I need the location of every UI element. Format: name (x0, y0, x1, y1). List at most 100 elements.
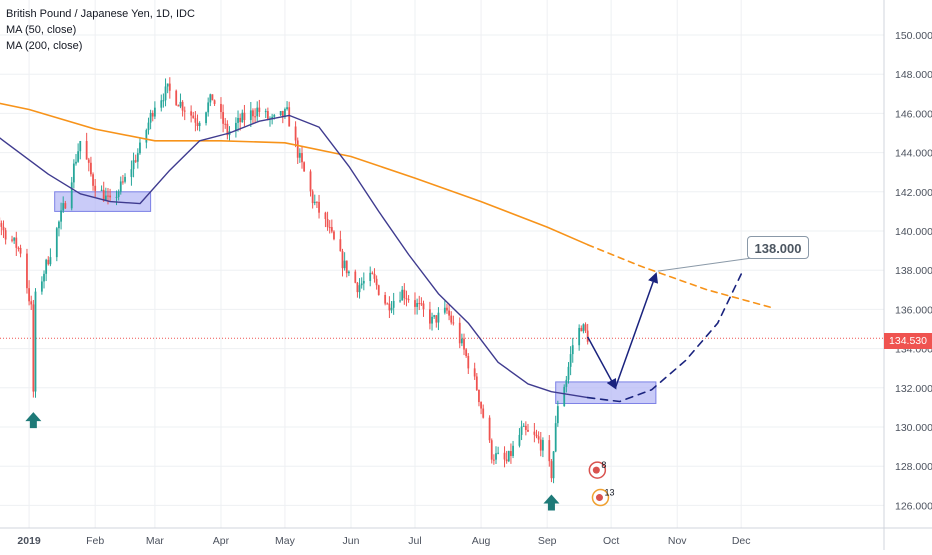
candle-body (578, 328, 580, 345)
candle-body (376, 279, 378, 285)
candle-body (77, 151, 79, 162)
candle-body (346, 261, 348, 274)
candle-body (431, 317, 433, 324)
candle-body (474, 368, 476, 376)
candle-body (448, 311, 450, 316)
candle-body (327, 219, 329, 227)
candle-body (256, 108, 258, 117)
candle-body (71, 182, 73, 208)
candle-body (90, 163, 92, 174)
x-tick-label: Dec (732, 535, 751, 547)
candle-body (435, 315, 437, 322)
candle-body (568, 367, 570, 380)
candle-body (371, 273, 373, 274)
candle-body (476, 377, 478, 390)
candle-body (154, 108, 156, 117)
candle-body (354, 272, 356, 283)
y-tick-label: 126.000 (895, 500, 932, 512)
candle-body (459, 323, 461, 343)
candle-body (254, 116, 256, 117)
candle-body (389, 304, 391, 311)
event-badge-count: 8 (601, 460, 606, 470)
candle-body (167, 84, 169, 87)
target-connector (658, 258, 752, 271)
candle-body (463, 339, 465, 350)
ma200-legend[interactable]: MA (200, close) (6, 38, 195, 54)
candle-body (329, 227, 331, 228)
candle-body (214, 100, 216, 104)
candle-body (207, 102, 209, 112)
candle-body (444, 308, 446, 313)
ma50-legend[interactable]: MA (50, close) (6, 22, 195, 38)
y-tick-label: 150.000 (895, 30, 932, 42)
candle-body (504, 453, 506, 460)
candle-body (408, 299, 410, 300)
candle-body (491, 440, 493, 459)
candle-body (553, 451, 555, 478)
candle-body (190, 111, 192, 115)
candle-body (116, 197, 118, 198)
candle-body (205, 112, 207, 123)
x-tick-label: Nov (668, 535, 687, 547)
y-tick-label: 146.000 (895, 108, 932, 120)
target-price-label[interactable]: 138.000 (747, 236, 809, 259)
candle-body (252, 110, 254, 116)
up-arrow-marker (543, 494, 559, 510)
candle-body (299, 153, 301, 158)
candle-body (165, 86, 167, 100)
candle-body (523, 426, 525, 427)
candle-body (406, 298, 408, 299)
candle-body (331, 227, 333, 231)
candle-body (199, 123, 201, 126)
candle-body (495, 453, 497, 459)
candle-body (79, 141, 81, 151)
candle-body (101, 190, 103, 191)
candle-body (244, 113, 246, 120)
x-tick-label: May (275, 535, 296, 547)
y-tick-label: 144.000 (895, 148, 932, 160)
candle-body (429, 309, 431, 323)
candle-body (446, 308, 448, 311)
candle-body (237, 118, 239, 123)
candle-body (467, 356, 469, 368)
candle-body (75, 162, 77, 164)
candle-body (399, 300, 401, 301)
candle-body (286, 107, 288, 109)
candle-body (177, 105, 179, 106)
candle-body (145, 130, 147, 142)
candle-body (527, 430, 529, 432)
candle-body (241, 113, 243, 122)
symbol-title[interactable]: British Pound / Japanese Yen, 1D, IDC (6, 6, 195, 22)
candle-body (41, 281, 43, 291)
candle-body (133, 160, 135, 169)
candle-body (56, 228, 58, 257)
candle-body (152, 113, 154, 117)
x-tick-label: Oct (603, 535, 619, 547)
candle-body (318, 202, 320, 213)
candle-body (478, 390, 480, 402)
candle-body (465, 349, 467, 356)
candle-body (540, 440, 542, 451)
candle-body (536, 435, 538, 436)
candle-body (26, 254, 28, 289)
x-tick-label: Aug (472, 535, 491, 547)
y-tick-label: 140.000 (895, 226, 932, 238)
candle-body (452, 322, 454, 323)
candle-body (135, 160, 137, 161)
candle-body (344, 261, 346, 269)
candle-body (587, 331, 589, 342)
candle-body (258, 108, 260, 112)
candle-body (150, 113, 152, 123)
candle-body (482, 409, 484, 418)
candle-body (570, 354, 572, 367)
candle-body (35, 292, 37, 392)
candle-body (50, 257, 52, 264)
candle-body (47, 260, 49, 264)
candle-body (512, 446, 514, 456)
candle-body (137, 153, 139, 162)
candle-body (60, 211, 62, 222)
candle-body (58, 222, 60, 229)
candle-body (109, 196, 111, 198)
